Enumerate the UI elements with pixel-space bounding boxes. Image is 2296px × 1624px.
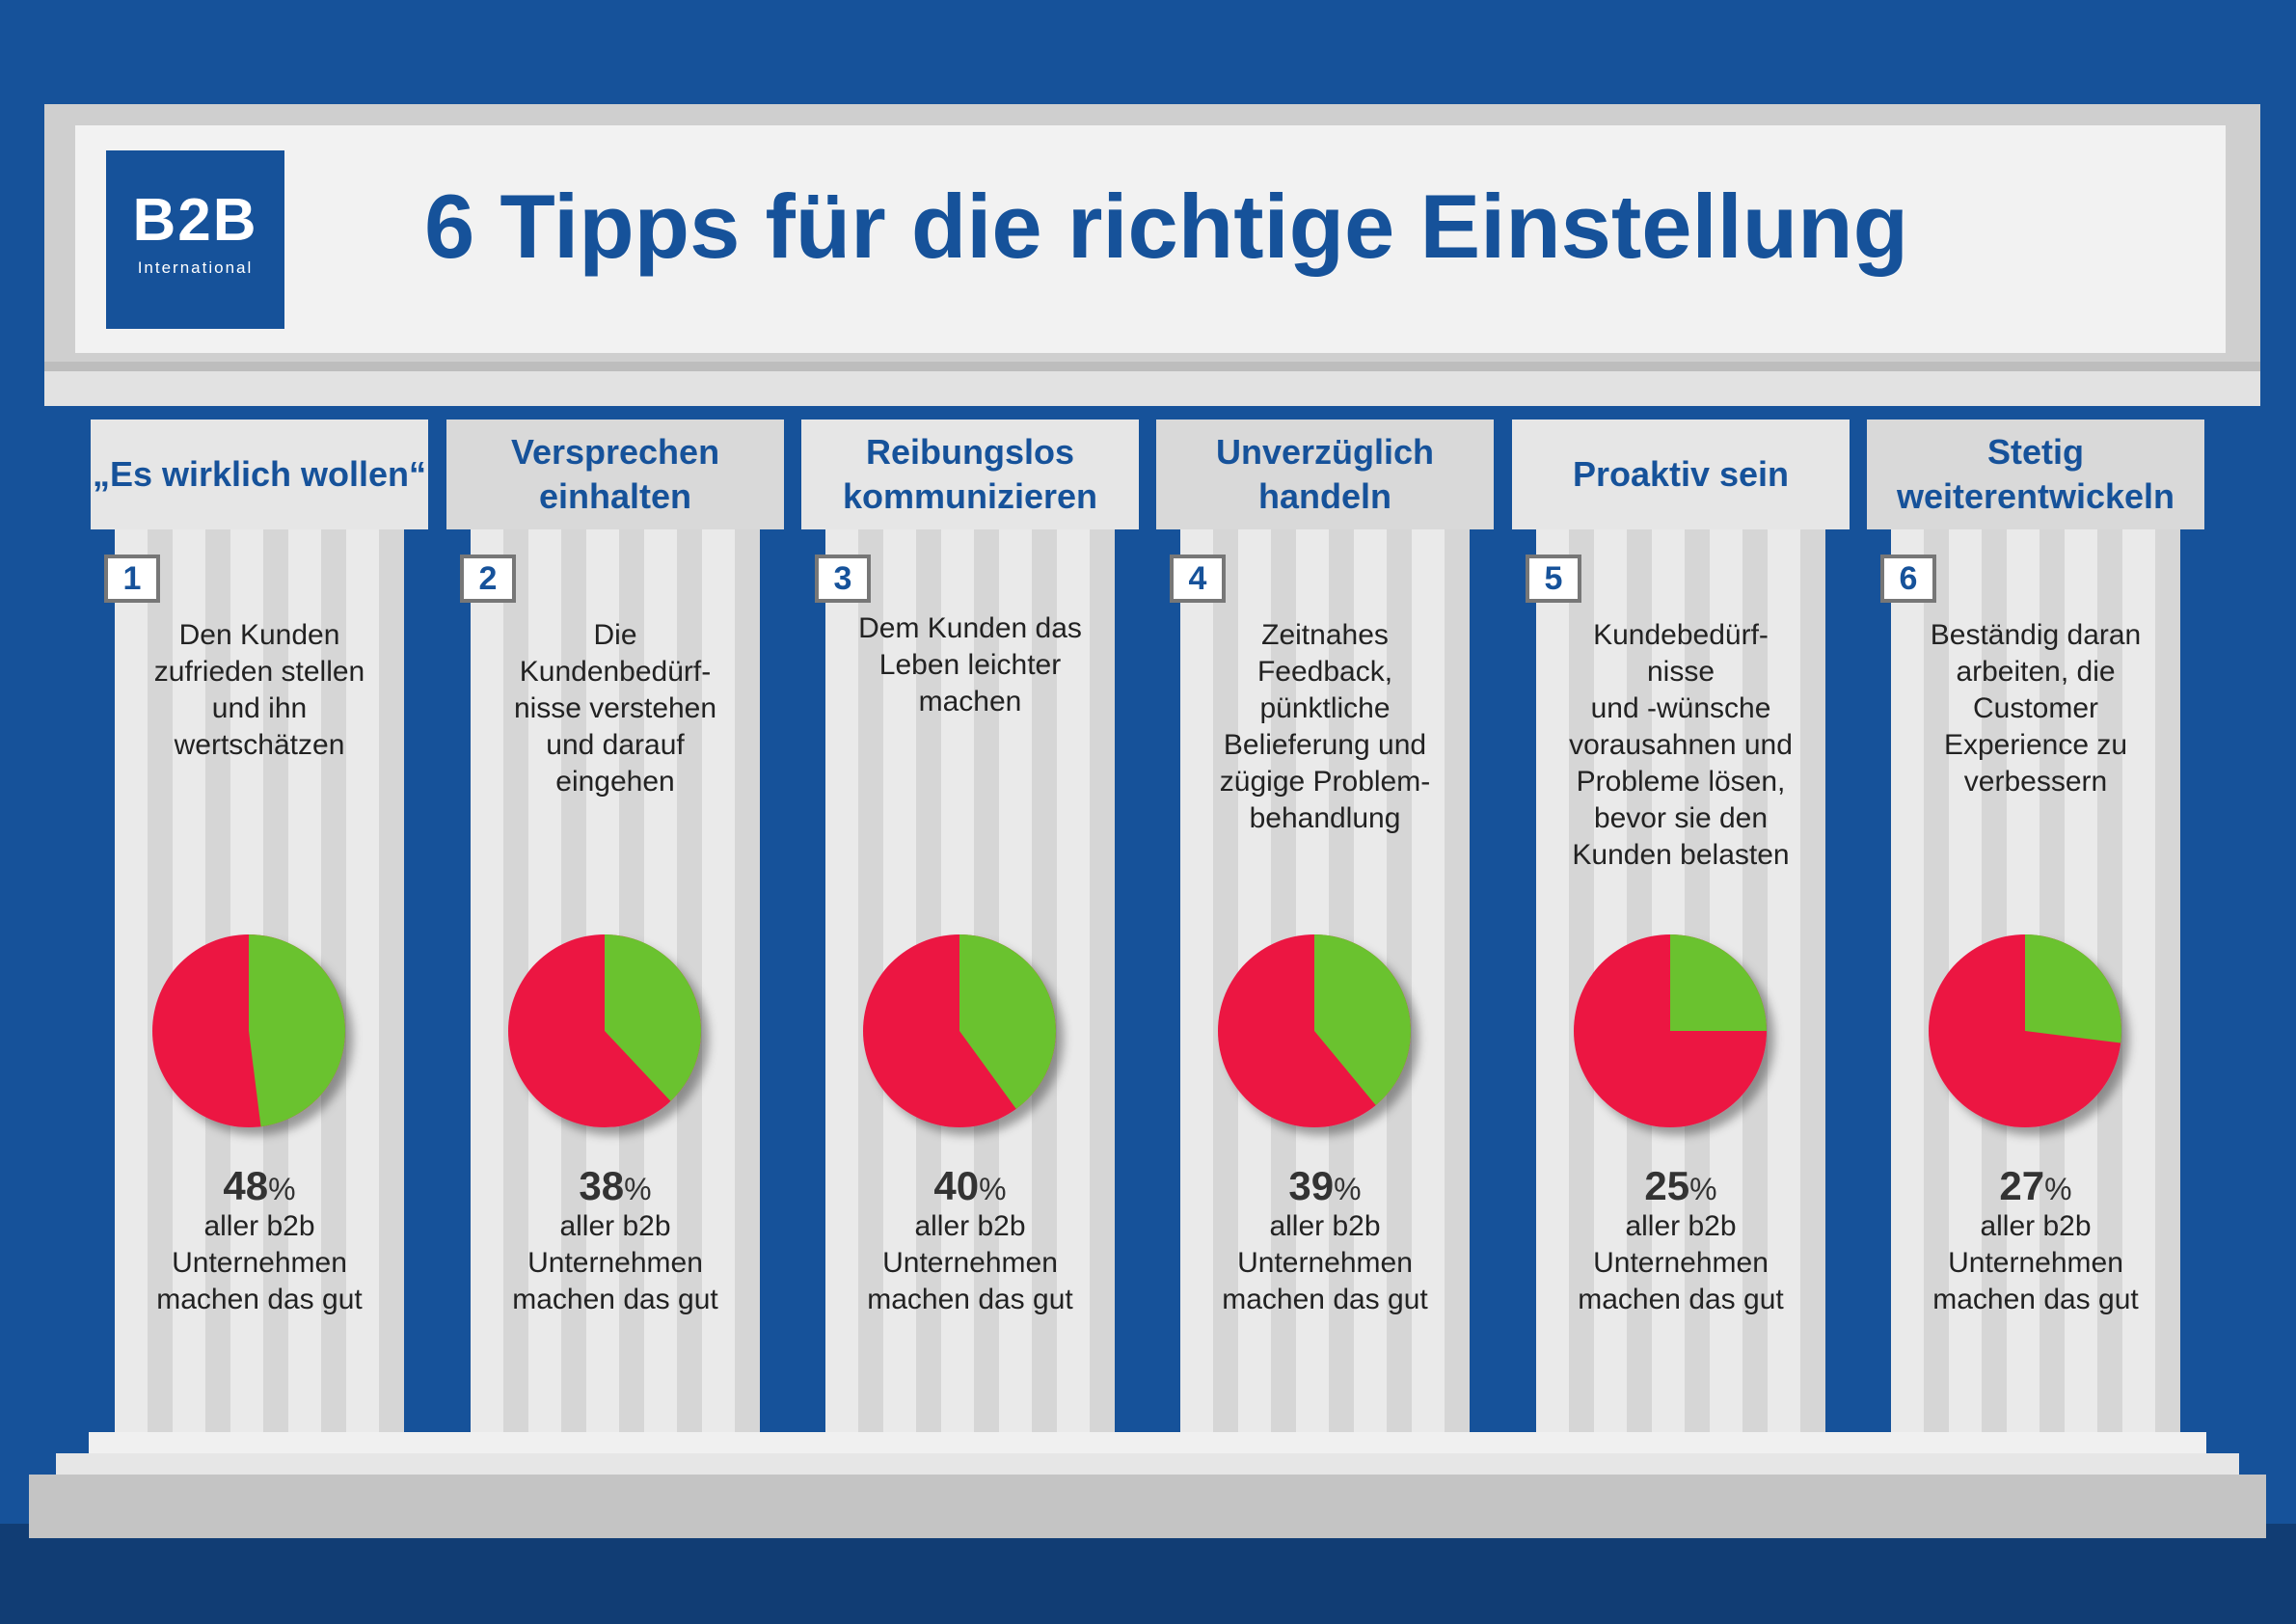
pie-slice-positive — [2025, 934, 2121, 1043]
pie-slice-positive — [605, 934, 701, 1101]
pillar-heading: Versprechen einhalten — [446, 420, 784, 529]
pie-chart — [1574, 934, 1767, 1127]
pie-slice-positive — [249, 934, 345, 1127]
pie-chart — [152, 934, 345, 1127]
pillar-number: 3 — [819, 558, 867, 599]
header-panel — [75, 125, 2226, 353]
pillar-heading: Reibungslos kommunizieren — [801, 420, 1139, 529]
logo-sub-text: International — [137, 258, 254, 277]
pie-chart — [508, 934, 701, 1127]
pillar-description: Dem Kunden das Leben leichter machen — [858, 612, 1082, 717]
percent-sign: % — [979, 1172, 1007, 1206]
percent-sign: % — [2044, 1172, 2072, 1206]
pillar-description: Zeitnahes Feedback, pünktliche Belieferu… — [1219, 619, 1431, 834]
pillar-number-badge: 4 — [1170, 555, 1226, 603]
percent-value: 38 — [579, 1163, 625, 1208]
pillar-caption: aller b2b Unternehmen machen das gut — [867, 1210, 1073, 1315]
pillar-caption: aller b2b Unternehmen machen das gut — [1932, 1210, 2139, 1315]
percent-label: 38% — [446, 1164, 784, 1211]
pillar-number: 1 — [108, 558, 156, 599]
header-shadow — [44, 362, 2260, 371]
pillar-description: Die Kundenbedürf- nisse verstehen und da… — [513, 619, 717, 798]
percent-label: 25% — [1512, 1164, 1850, 1211]
pillar-description: Den Kunden zufrieden stellen und ihn wer… — [153, 619, 365, 761]
pie-chart — [863, 934, 1056, 1127]
percent-sign: % — [268, 1172, 296, 1206]
pie-slice-positive — [1314, 934, 1411, 1106]
pillar-description: Kundebedürf- nisse und -wünsche vorausah… — [1569, 619, 1793, 871]
pillar-number-badge: 3 — [815, 555, 871, 603]
logo-main-text: B2B — [132, 187, 258, 254]
pillar-number: 6 — [1884, 558, 1932, 599]
percent-sign: % — [1689, 1172, 1717, 1206]
pillar-heading: Stetig weiterentwickeln — [1867, 420, 2204, 529]
percent-value: 25 — [1644, 1163, 1690, 1208]
pillar-number-badge: 6 — [1880, 555, 1936, 603]
pillar-number-badge: 1 — [104, 555, 160, 603]
pie-slice-positive — [1670, 934, 1767, 1031]
percent-sign: % — [624, 1172, 652, 1206]
floor — [0, 1524, 2296, 1624]
pie-chart — [1929, 934, 2121, 1127]
pillar-heading: Unverzüglich handeln — [1156, 420, 1494, 529]
page-title: 6 Tipps für die richtige Einstellung — [424, 176, 1909, 277]
pillar-number-badge: 5 — [1526, 555, 1581, 603]
percent-label: 48% — [91, 1164, 428, 1211]
pillar-4: Unverzüglich handeln 4 Zeitnahes Feedbac… — [1156, 420, 1494, 1432]
pillar-number: 4 — [1174, 558, 1222, 599]
pillar-1: „Es wirklich wollen“ 1 Den Kunden zufrie… — [91, 420, 428, 1432]
percent-label: 27% — [1867, 1164, 2204, 1211]
pillar-5: Proaktiv sein 5 Kundebedürf- nisse und -… — [1512, 420, 1850, 1432]
header-beam — [44, 371, 2260, 406]
pillar-heading: Proaktiv sein — [1512, 420, 1850, 529]
pie-chart — [1218, 934, 1411, 1127]
percent-value: 40 — [933, 1163, 980, 1208]
pillar-caption: aller b2b Unternehmen machen das gut — [1222, 1210, 1428, 1315]
base-step-1 — [89, 1432, 2206, 1453]
percent-label: 39% — [1156, 1164, 1494, 1211]
percent-value: 48 — [223, 1163, 269, 1208]
percent-value: 27 — [1999, 1163, 2045, 1208]
pillar-number: 5 — [1529, 558, 1578, 599]
pillar-2: Versprechen einhalten 2 Die Kundenbedürf… — [446, 420, 784, 1432]
pillar-description: Beständig daran arbeiten, die Customer E… — [1930, 619, 2142, 798]
pillar-number: 2 — [464, 558, 512, 599]
base-step-2 — [56, 1453, 2239, 1475]
pillar-caption: aller b2b Unternehmen machen das gut — [1578, 1210, 1784, 1315]
b2b-logo: B2B International — [106, 150, 284, 329]
percent-sign: % — [1334, 1172, 1362, 1206]
percent-label: 40% — [801, 1164, 1139, 1211]
pillar-number-badge: 2 — [460, 555, 516, 603]
pillar-6: Stetig weiterentwickeln 6 Beständig dara… — [1867, 420, 2204, 1432]
percent-value: 39 — [1288, 1163, 1335, 1208]
pillar-heading: „Es wirklich wollen“ — [91, 420, 428, 529]
pillar-3: Reibungslos kommunizieren 3 Dem Kunden d… — [801, 420, 1139, 1432]
pillar-caption: aller b2b Unternehmen machen das gut — [156, 1210, 363, 1315]
pillar-caption: aller b2b Unternehmen machen das gut — [512, 1210, 718, 1315]
base-step-3 — [29, 1475, 2266, 1538]
pie-slice-positive — [959, 934, 1056, 1109]
